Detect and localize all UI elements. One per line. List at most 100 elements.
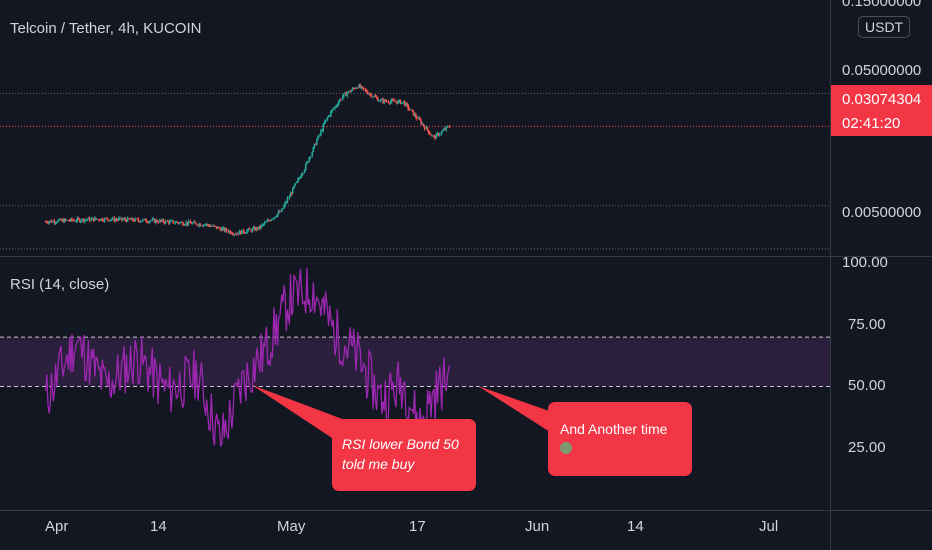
candle-body bbox=[354, 88, 356, 90]
candle-body bbox=[245, 232, 247, 234]
candle-body bbox=[280, 209, 283, 212]
candle-body bbox=[324, 119, 327, 123]
rsi-axis-label: 25.00 bbox=[848, 439, 886, 456]
candle-body bbox=[313, 143, 316, 148]
candle-body bbox=[65, 219, 68, 221]
candle-body bbox=[241, 229, 243, 235]
candle-body bbox=[58, 218, 60, 221]
rsi-axis-label: 50.00 bbox=[848, 377, 886, 394]
candle-body bbox=[369, 93, 371, 95]
candle-body bbox=[376, 97, 379, 101]
candle-body bbox=[365, 90, 368, 93]
candle-body bbox=[178, 222, 181, 224]
candle-body bbox=[343, 93, 345, 97]
candle-body bbox=[334, 106, 336, 109]
candle-body bbox=[433, 135, 435, 137]
candle-body bbox=[63, 219, 66, 223]
candle-body bbox=[259, 226, 261, 228]
candle-body bbox=[276, 213, 279, 217]
candle-body bbox=[49, 220, 52, 222]
candle-body bbox=[309, 156, 312, 158]
candle-body bbox=[88, 217, 91, 221]
candle-body bbox=[130, 218, 133, 220]
candle-body bbox=[332, 108, 334, 110]
candle-body bbox=[372, 96, 374, 98]
candle-body bbox=[44, 221, 47, 223]
candle-body bbox=[344, 92, 346, 94]
candle-body bbox=[142, 219, 144, 221]
candle-body bbox=[64, 219, 67, 221]
annotation-callout[interactable]: RSI lower Bond 50 told me buy bbox=[332, 419, 476, 491]
candle-body bbox=[261, 224, 264, 226]
candle-body bbox=[231, 233, 233, 235]
candle-body bbox=[47, 222, 49, 224]
candle-body bbox=[207, 223, 209, 226]
candle-body bbox=[99, 219, 101, 221]
candle-body bbox=[437, 133, 440, 136]
candle-body bbox=[98, 218, 100, 220]
candle-body bbox=[322, 124, 325, 131]
candle-body bbox=[79, 220, 82, 222]
candle-body bbox=[62, 219, 65, 223]
candle-body bbox=[277, 211, 280, 214]
candle-body bbox=[235, 233, 237, 235]
candle-body bbox=[435, 133, 438, 139]
time-axis-label: Jul bbox=[759, 518, 779, 535]
candle-body bbox=[358, 84, 360, 88]
candle-body bbox=[132, 218, 134, 221]
candle-body bbox=[183, 224, 185, 226]
candle-body bbox=[90, 218, 93, 221]
candle-body bbox=[237, 233, 240, 235]
candle-body bbox=[339, 99, 342, 101]
candle-body bbox=[345, 92, 347, 96]
candle-body bbox=[82, 218, 85, 222]
candle-body bbox=[181, 221, 184, 225]
candle-body bbox=[400, 102, 403, 104]
candle-body bbox=[128, 217, 131, 220]
candle-body bbox=[421, 123, 424, 125]
candle-body bbox=[147, 221, 149, 223]
currency-badge[interactable]: USDT bbox=[858, 16, 911, 38]
candle-body bbox=[81, 218, 83, 221]
candle-body bbox=[326, 117, 329, 120]
candle-body bbox=[304, 163, 307, 170]
candle-body bbox=[436, 133, 439, 135]
time-axis-label: Jun bbox=[525, 518, 550, 535]
candle-body bbox=[215, 226, 218, 229]
candle-body bbox=[389, 101, 392, 104]
candle-body bbox=[427, 130, 430, 134]
candle-body bbox=[268, 220, 270, 222]
candle-body bbox=[443, 129, 445, 131]
heart-icon bbox=[560, 442, 572, 454]
candle-body bbox=[323, 122, 326, 125]
candle-body bbox=[204, 224, 207, 226]
candle-body bbox=[359, 84, 361, 88]
candle-body bbox=[265, 221, 268, 223]
candle-body bbox=[124, 218, 127, 220]
candle-body bbox=[373, 95, 376, 97]
candle-body bbox=[341, 96, 344, 100]
time-axis-label: 17 bbox=[409, 518, 426, 535]
annotation-callout[interactable]: And Another time bbox=[548, 402, 692, 476]
candle-body bbox=[381, 99, 383, 101]
candle-body bbox=[223, 227, 226, 232]
candle-body bbox=[190, 222, 193, 225]
candle-body bbox=[408, 108, 411, 110]
candle-body bbox=[94, 217, 96, 221]
candle-body bbox=[222, 227, 224, 229]
candle-body bbox=[86, 219, 89, 221]
candle-body bbox=[50, 220, 53, 223]
candle-body bbox=[412, 110, 415, 116]
candle-body bbox=[225, 228, 228, 232]
candle-body bbox=[73, 220, 76, 222]
candle-body bbox=[283, 205, 285, 209]
candle-body bbox=[195, 222, 197, 225]
candle-body bbox=[273, 217, 275, 219]
candle-body bbox=[440, 131, 443, 134]
candle-body bbox=[194, 221, 196, 223]
candle-body bbox=[106, 218, 109, 220]
candle-body bbox=[416, 117, 418, 120]
candle-body bbox=[151, 219, 154, 221]
